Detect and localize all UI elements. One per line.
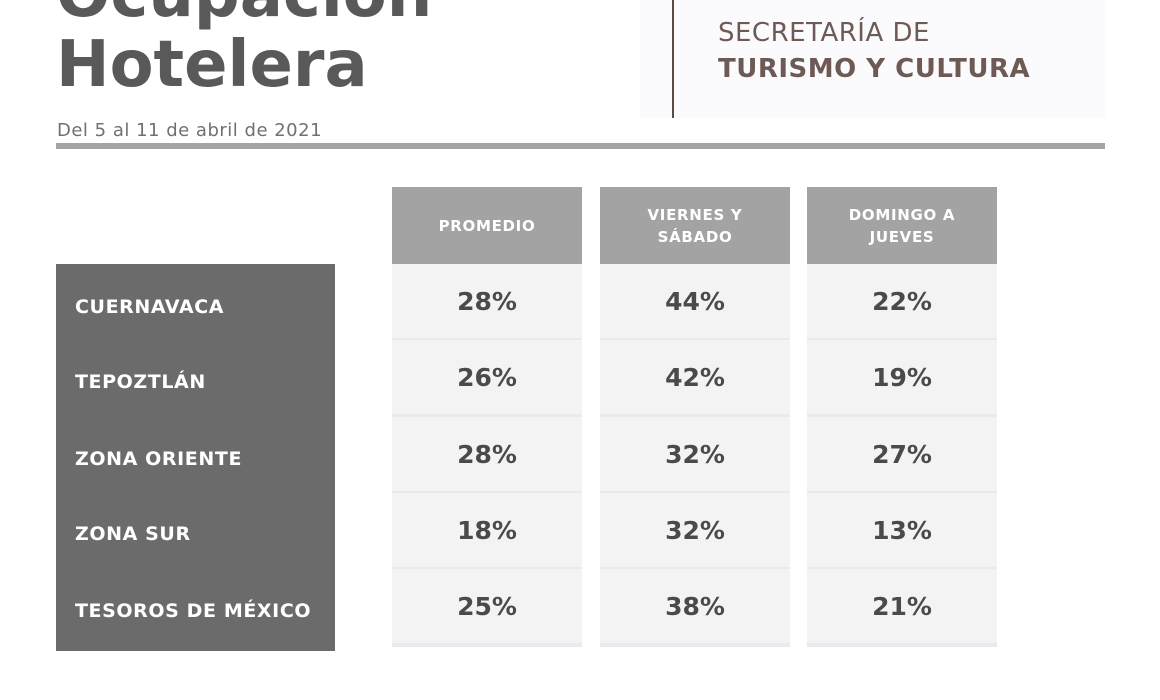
table-cell: 18% <box>392 493 582 571</box>
logo-divider <box>672 0 674 118</box>
header-divider <box>56 143 1105 149</box>
title-line-1: Ocupación <box>56 0 432 30</box>
logo-text-top: SECRETARÍA DE <box>718 18 930 48</box>
page-title: Ocupación Hotelera <box>56 0 432 100</box>
row-label: TEPOZTLÁN <box>75 371 206 393</box>
date-range: Del 5 al 11 de abril de 2021 <box>57 120 323 141</box>
table-cell: 19% <box>807 340 997 418</box>
column-header: DOMINGO A JUEVES <box>807 187 997 264</box>
table-cell: 28% <box>392 264 582 342</box>
table-column: VIERNES Y SÁBADO 44% 42% 32% 32% 38% <box>600 187 790 650</box>
table-cell: 25% <box>392 569 582 647</box>
column-header-line: VIERNES Y <box>647 205 743 224</box>
row-label: ZONA SUR <box>75 523 191 545</box>
column-header-line: JUEVES <box>869 227 935 246</box>
column-header-line: PROMEDIO <box>438 216 536 235</box>
row-labels-panel: CUERNAVACA TEPOZTLÁN ZONA ORIENTE ZONA S… <box>56 264 335 651</box>
logo-text-bottom: TURISMO Y CULTURA <box>718 54 1031 84</box>
row-label: CUERNAVACA <box>75 296 225 318</box>
table-cell: 38% <box>600 569 790 647</box>
table-cell: 32% <box>600 493 790 571</box>
row-label: ZONA ORIENTE <box>75 448 243 470</box>
table-cell: 22% <box>807 264 997 342</box>
table-cell: 28% <box>392 417 582 495</box>
table-cell: 42% <box>600 340 790 418</box>
column-header: PROMEDIO <box>392 187 582 264</box>
table-cell: 13% <box>807 493 997 571</box>
table-cell: 21% <box>807 569 997 647</box>
table-cell: 27% <box>807 417 997 495</box>
table-cell: 26% <box>392 340 582 418</box>
table-column: PROMEDIO 28% 26% 28% 18% 25% <box>392 187 582 650</box>
column-header: VIERNES Y SÁBADO <box>600 187 790 264</box>
row-label: TESOROS DE MÉXICO <box>75 600 312 622</box>
table-cell: 32% <box>600 417 790 495</box>
title-line-2: Hotelera <box>56 28 368 102</box>
table-cell: 44% <box>600 264 790 342</box>
logo-area <box>640 0 1105 118</box>
column-header-line: SÁBADO <box>657 227 733 246</box>
table-column: DOMINGO A JUEVES 22% 19% 27% 13% 21% <box>807 187 997 650</box>
column-header-line: DOMINGO A <box>848 205 956 224</box>
